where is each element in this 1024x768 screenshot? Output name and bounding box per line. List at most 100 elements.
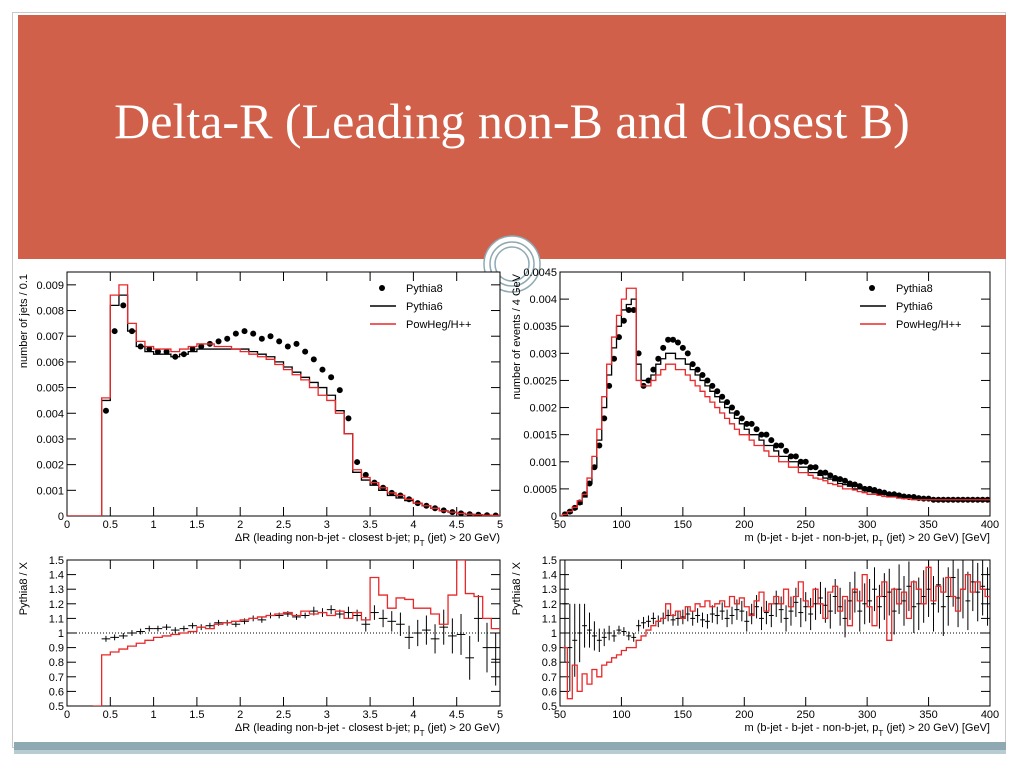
point-pythia8 bbox=[615, 334, 622, 341]
y-tick-label: 0.009 bbox=[36, 280, 64, 292]
x-tick-label: 1.5 bbox=[189, 709, 204, 721]
point-pythia8 bbox=[866, 485, 873, 492]
point-pythia8 bbox=[302, 348, 309, 355]
legend-marker bbox=[869, 285, 875, 291]
point-pythia8 bbox=[679, 344, 686, 351]
y-tick-label: 0.004 bbox=[529, 294, 557, 306]
x-tick-label: 350 bbox=[919, 709, 937, 721]
point-pythia8 bbox=[596, 442, 603, 449]
plot-frame bbox=[559, 271, 991, 517]
point-pythia8 bbox=[851, 481, 858, 488]
x-tick-label: 250 bbox=[797, 519, 815, 531]
y-tick-label: 0.6 bbox=[49, 686, 64, 698]
point-pythia8 bbox=[232, 330, 239, 337]
point-pythia8 bbox=[665, 336, 672, 343]
point-pythia8 bbox=[807, 464, 814, 471]
x-tick-label: 0 bbox=[64, 709, 70, 721]
point-pythia8 bbox=[719, 393, 726, 400]
x-tick-label: 2 bbox=[237, 519, 243, 531]
x-axis-label: m (b-jet - b-jet - non-b-jet, pT (jet) >… bbox=[745, 722, 990, 738]
footer-bar-light bbox=[14, 750, 1006, 754]
point-pythia8 bbox=[267, 333, 274, 340]
y-tick-label: 0.6 bbox=[542, 686, 557, 698]
point-pythia8 bbox=[635, 350, 642, 357]
point-pythia8 bbox=[630, 306, 637, 313]
chart-bottom-right: 50 100 150 200 250 300 350 400 0.5 0.6 0.7 0.8 0.9 1 1… bbox=[511, 555, 999, 738]
point-pythia8 bbox=[714, 388, 721, 395]
x-tick-label: 300 bbox=[858, 519, 876, 531]
point-pythia8 bbox=[276, 338, 283, 345]
point-pythia8 bbox=[345, 415, 352, 422]
chart-bottom-left: 0 0.5 1 1.5 2 2.5 3 3.5 4 4.5 50.50.60.70.80.911.1… bbox=[18, 555, 503, 738]
y-tick-label: 1.2 bbox=[49, 599, 64, 611]
point-pythia8 bbox=[163, 348, 170, 355]
point-pythia8 bbox=[846, 480, 853, 487]
x-tick-label: 50 bbox=[554, 519, 566, 531]
y-tick-label: 0.5 bbox=[49, 701, 64, 713]
point-pythia8 bbox=[792, 453, 799, 460]
point-pythia8 bbox=[733, 409, 740, 416]
y-tick-label: 0.001 bbox=[529, 457, 557, 469]
x-tick-label: 200 bbox=[735, 709, 753, 721]
y-tick-label: 1.1 bbox=[542, 613, 557, 625]
y-tick-label: 0.8 bbox=[49, 657, 64, 669]
series-powheg-h- bbox=[560, 287, 990, 516]
legend-label: Pythia8 bbox=[406, 283, 443, 295]
y-tick-label: 1 bbox=[551, 628, 557, 640]
point-pythia8 bbox=[778, 442, 785, 449]
x-axis-label: ΔR (leading non-b-jet - closest b-jet; p… bbox=[235, 532, 500, 548]
y-tick-label: 0.0035 bbox=[523, 321, 557, 333]
y-tick-label: 0.002 bbox=[36, 460, 64, 472]
x-tick-label: 3 bbox=[324, 519, 330, 531]
y-tick-label: 1.5 bbox=[49, 555, 64, 567]
y-tick-label: 1.5 bbox=[542, 555, 557, 567]
point-pythia8 bbox=[215, 338, 222, 345]
y-tick-label: 0.7 bbox=[49, 672, 64, 684]
series-pythia6 bbox=[560, 298, 990, 516]
y-tick-label: 1.4 bbox=[542, 570, 557, 582]
point-pythia8 bbox=[856, 483, 863, 490]
slide-title: Delta-R (Leading non-B and Closest B) bbox=[114, 93, 910, 149]
x-tick-label: 1.5 bbox=[189, 519, 204, 531]
point-pythia8 bbox=[362, 471, 369, 478]
footer-bar bbox=[14, 742, 1006, 750]
x-tick-label: 300 bbox=[858, 709, 876, 721]
y-tick-label: 0.7 bbox=[542, 672, 557, 684]
point-pythia8 bbox=[812, 464, 819, 471]
y-tick-label: 1.3 bbox=[542, 584, 557, 596]
point-pythia8 bbox=[241, 328, 248, 335]
point-pythia8 bbox=[154, 348, 161, 355]
y-tick-label: 0.004 bbox=[36, 408, 64, 420]
plot-data bbox=[562, 560, 990, 700]
point-pythia8 bbox=[773, 442, 780, 449]
y-axis-label: Pythia8 / X bbox=[18, 561, 30, 615]
y-axis-label: number of jets / 0.1 bbox=[18, 274, 30, 368]
y-tick-label: 0.001 bbox=[36, 485, 64, 497]
point-pythia8 bbox=[842, 477, 849, 484]
x-axis-label: m (b-jet - b-jet - non-b-jet, pT (jet) >… bbox=[745, 532, 990, 548]
y-tick-label: 0.5 bbox=[542, 701, 557, 713]
legend-label: PowHeg/H++ bbox=[406, 319, 471, 331]
point-pythia8 bbox=[704, 377, 711, 384]
point-pythia8 bbox=[102, 407, 109, 414]
point-pythia8 bbox=[111, 328, 118, 335]
point-pythia8 bbox=[827, 472, 834, 479]
x-tick-label: 50 bbox=[554, 709, 566, 721]
point-pythia8 bbox=[293, 340, 300, 347]
point-pythia8 bbox=[837, 476, 844, 483]
point-pythia8 bbox=[674, 339, 681, 346]
y-tick-label: 0.8 bbox=[542, 657, 557, 669]
y-tick-label: 0.0045 bbox=[523, 267, 557, 279]
point-pythia8 bbox=[650, 366, 657, 373]
point-pythia8 bbox=[802, 458, 809, 465]
point-pythia8 bbox=[758, 431, 765, 438]
y-tick-label: 1.1 bbox=[49, 613, 64, 625]
x-tick-label: 5 bbox=[497, 519, 503, 531]
x-tick-label: 4 bbox=[410, 519, 416, 531]
point-pythia8 bbox=[743, 420, 750, 427]
point-pythia8 bbox=[724, 399, 731, 406]
point-pythia8 bbox=[284, 343, 291, 350]
x-tick-label: 400 bbox=[981, 709, 999, 721]
x-tick-label: 3 bbox=[324, 709, 330, 721]
plot-data bbox=[67, 284, 500, 516]
